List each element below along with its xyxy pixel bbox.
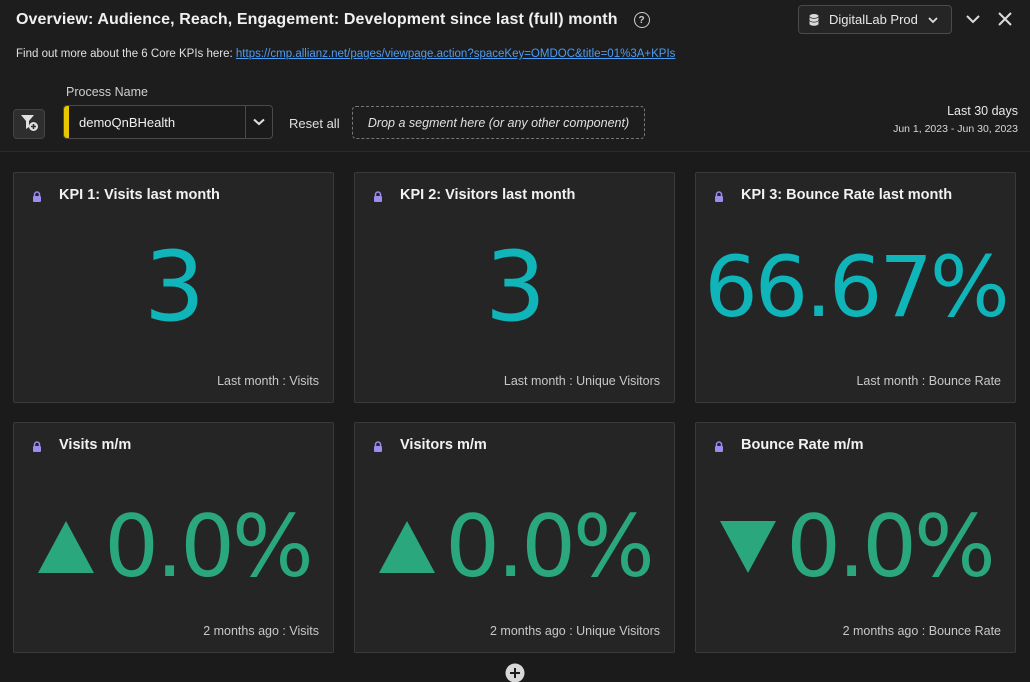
report-suite-label: DigitalLab Prod bbox=[829, 12, 918, 27]
date-range-title[interactable]: Last 30 days bbox=[947, 104, 1018, 118]
panel-heading: Visitors m/m bbox=[400, 437, 487, 453]
chevron-down-icon bbox=[928, 12, 938, 27]
panel-caption: Last month : Visits bbox=[217, 374, 319, 388]
panel-heading: KPI 2: Visitors last month bbox=[400, 187, 576, 203]
change-panel-bounce-rate[interactable]: Bounce Rate m/m 0.0% 2 months ago : Boun… bbox=[695, 422, 1016, 653]
segment-drop-zone[interactable]: Drop a segment here (or any other compon… bbox=[352, 106, 645, 139]
change-value-row: 0.0% bbox=[14, 497, 333, 597]
change-value-row: 0.0% bbox=[696, 497, 1015, 597]
kpi-panel-visits[interactable]: KPI 1: Visits last month 3 Last month : … bbox=[13, 172, 334, 403]
info-row: Find out more about the 6 Core KPIs here… bbox=[16, 48, 675, 60]
title-row: Overview: Audience, Reach, Engagement: D… bbox=[16, 10, 650, 30]
panel-caption: Last month : Unique Visitors bbox=[503, 374, 660, 388]
database-icon bbox=[809, 13, 819, 26]
kpi-panel-visitors[interactable]: KPI 2: Visitors last month 3 Last month … bbox=[354, 172, 675, 403]
lock-icon bbox=[714, 440, 724, 452]
info-text: Find out more about the 6 Core KPIs here… bbox=[16, 48, 236, 60]
panel-caption: Last month : Bounce Rate bbox=[856, 374, 1001, 388]
change-value: 0.0% bbox=[445, 497, 654, 597]
panel-heading: Visits m/m bbox=[59, 437, 132, 453]
change-value-row: 0.0% bbox=[355, 497, 674, 597]
change-value: 0.0% bbox=[786, 497, 995, 597]
panel-heading: KPI 3: Bounce Rate last month bbox=[741, 187, 953, 203]
lock-icon bbox=[32, 190, 42, 202]
panel-caption: 2 months ago : Visits bbox=[203, 624, 319, 638]
change-panel-visitors[interactable]: Visitors m/m 0.0% 2 months ago : Unique … bbox=[354, 422, 675, 653]
kpi-doc-link[interactable]: https://cmp.allianz.net/pages/viewpage.a… bbox=[235, 48, 676, 60]
reset-all-button[interactable]: Reset all bbox=[289, 116, 340, 131]
triangle-down-icon bbox=[720, 521, 777, 573]
date-range-value[interactable]: Jun 1, 2023 - Jun 30, 2023 bbox=[893, 123, 1018, 135]
dropdown-color-stripe bbox=[64, 106, 69, 138]
summary-value: 66.67% bbox=[704, 238, 1009, 336]
close-icon[interactable] bbox=[996, 10, 1014, 28]
summary-value: 3 bbox=[143, 231, 205, 343]
dropdown-toggle-button[interactable] bbox=[245, 106, 272, 138]
report-suite-select[interactable]: DigitalLab Prod bbox=[798, 5, 952, 34]
panel-heading: Bounce Rate m/m bbox=[741, 437, 864, 453]
change-value: 0.0% bbox=[104, 497, 313, 597]
triangle-up-icon bbox=[379, 521, 436, 573]
process-name-dropdown[interactable]: demoQnBHealth bbox=[63, 105, 273, 139]
help-circle-icon[interactable]: ? bbox=[633, 12, 650, 28]
add-panel-icon[interactable] bbox=[505, 663, 525, 682]
panel-caption: 2 months ago : Unique Visitors bbox=[489, 624, 660, 638]
panel-heading: KPI 1: Visits last month bbox=[59, 187, 220, 203]
workspace-header: Overview: Audience, Reach, Engagement: D… bbox=[0, 0, 1030, 152]
dropdown-value: demoQnBHealth bbox=[79, 114, 176, 130]
summary-value: 3 bbox=[484, 231, 546, 343]
dropdown-label: Process Name bbox=[66, 85, 148, 99]
lock-icon bbox=[373, 190, 383, 202]
kpi-panel-bounce-rate[interactable]: KPI 3: Bounce Rate last month 66.67% Las… bbox=[695, 172, 1016, 403]
lock-icon bbox=[714, 190, 724, 202]
panel-title: Overview: Audience, Reach, Engagement: D… bbox=[16, 11, 618, 28]
panel-caption: 2 months ago : Bounce Rate bbox=[842, 624, 1001, 638]
lock-icon bbox=[32, 440, 42, 452]
change-panel-visits[interactable]: Visits m/m 0.0% 2 months ago : Visits bbox=[13, 422, 334, 653]
filter-add-icon bbox=[19, 112, 39, 137]
collapse-chevron-icon[interactable] bbox=[964, 10, 982, 28]
triangle-up-icon bbox=[38, 521, 95, 573]
lock-icon bbox=[373, 440, 383, 452]
add-filter-button[interactable] bbox=[13, 109, 45, 139]
